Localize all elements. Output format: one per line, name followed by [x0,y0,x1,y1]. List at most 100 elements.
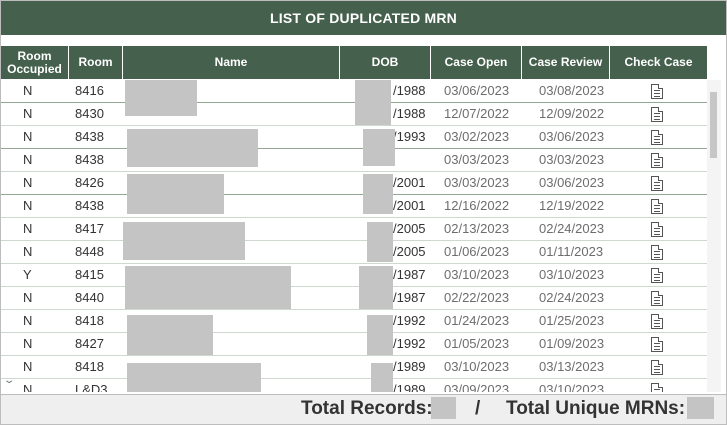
dob-cell: /1988 [393,106,426,121]
case-open-cell: 01/06/2023 [444,244,510,259]
dob-cell: /2001 [393,198,426,213]
case-open-cell: 12/16/2022 [444,198,510,213]
room-cell: 8416 [75,83,104,98]
room-occupied-cell: N [23,382,33,392]
room-occupied-cell: N [23,198,33,213]
room-cell: 8430 [75,106,104,121]
table-row[interactable]: N L&D3/1989 03/09/2023 03/10/2023 [1,379,707,392]
room-occupied-cell: N [23,359,33,374]
table-row[interactable]: N 8438/2001 12/16/2022 12/19/2022 [1,195,707,218]
dob-cell: /1987 [393,267,426,282]
dob-cell: /1988 [393,83,426,98]
table-row[interactable]: N 8440/1987 02/22/2023 02/24/2023 [1,287,707,310]
room-cell: 8415 [75,267,104,282]
name-redaction [127,174,224,214]
total-unique-mrns-label: Total Unique MRNs: [506,398,686,419]
table-row[interactable]: N 8416/1988 03/06/2023 03/08/2023 [1,80,707,103]
room-occupied-cell: N [23,106,33,121]
room-cell: L&D3 [75,382,108,392]
case-review-cell: 02/24/2023 [539,290,605,305]
totals-separator: / [475,398,481,419]
case-open-cell: 12/07/2022 [444,106,510,121]
document-icon[interactable] [651,245,665,260]
table-row[interactable]: Y 8415/1987 03/10/2023 03/10/2023 [1,264,707,287]
document-icon[interactable] [651,337,665,352]
dob-cell: /2001 [393,175,426,190]
chevron-down-icon[interactable]: ⌄ [2,375,16,386]
room-cell: 8448 [75,244,104,259]
col-case-open[interactable]: Case Open [431,46,522,79]
table-row[interactable]: N 8418/1992 01/24/2023 01/25/2023 [1,310,707,333]
table-row[interactable]: N 8427/1992 01/05/2023 01/09/2023 [1,333,707,356]
document-icon[interactable] [651,222,665,237]
dob-cell: /2005 [393,244,426,259]
case-review-cell: 02/24/2023 [539,221,605,236]
table-row[interactable]: N 8417/2005 02/13/2023 02/24/2023 [1,218,707,241]
table-body: N 8416/1988 03/06/2023 03/08/2023 N 8430/1988… [1,80,707,392]
room-occupied-cell: N [23,129,33,144]
table-row[interactable]: N 8430/1988 12/07/2022 12/09/2022 [1,103,707,126]
room-occupied-cell: Y [23,267,32,282]
case-open-cell: 02/13/2023 [444,221,510,236]
col-name[interactable]: Name [123,46,340,79]
room-cell: 8440 [75,290,104,305]
table-header: Room Occupied Room Name DOB Case Open Ca… [1,46,707,79]
table-row[interactable]: N 8448/2005 01/06/2023 01/11/2023 [1,241,707,264]
table-row[interactable]: N 8426/2001 03/03/2023 03/06/2023 [1,172,707,195]
room-cell: 8418 [75,313,104,328]
col-case-review[interactable]: Case Review [522,46,610,79]
table-row[interactable]: N 8418/1989 03/10/2023 03/13/2023 [1,356,707,379]
document-icon[interactable] [651,153,665,168]
dob-cell: /1987 [393,290,426,305]
document-icon[interactable] [651,107,665,122]
col-room-occupied[interactable]: Room Occupied [1,46,69,79]
table-row[interactable]: N 8438 03/03/2023 03/03/2023 [1,149,707,172]
case-open-cell: 03/10/2023 [444,267,510,282]
room-occupied-cell: N [23,152,33,167]
case-review-cell: 03/06/2023 [539,175,605,190]
dob-cell [393,149,433,171]
col-check-case[interactable]: Check Case [624,55,693,69]
total-records-label: Total Records: [301,398,433,419]
case-open-cell: 03/10/2023 [444,359,510,374]
document-icon[interactable] [651,268,665,283]
room-occupied-cell: N [23,336,33,351]
document-icon[interactable] [651,291,665,306]
case-review-cell: 12/09/2022 [539,106,605,121]
room-occupied-cell: N [23,290,33,305]
dob-redaction [355,80,391,125]
room-occupied-cell: N [23,175,33,190]
room-cell: 8426 [75,175,104,190]
case-open-cell: 01/24/2023 [444,313,510,328]
dob-cell: /1992 [393,336,426,351]
document-icon[interactable] [651,314,665,329]
room-cell: 8417 [75,221,104,236]
col-dob[interactable]: DOB [340,46,431,79]
name-redaction [127,315,213,355]
dob-redaction [367,315,393,355]
total-unique-value-redaction [687,397,714,419]
col-room[interactable]: Room [69,46,123,79]
document-icon[interactable] [651,199,665,214]
document-icon[interactable] [651,176,665,191]
document-icon[interactable] [651,130,665,145]
scrollbar-thumb[interactable] [710,92,717,158]
case-open-cell: 03/03/2023 [444,152,510,167]
case-review-cell: 12/19/2022 [539,198,605,213]
dob-redaction [359,266,393,309]
document-icon[interactable] [651,360,665,375]
name-redaction [125,80,197,116]
case-review-cell: 03/03/2023 [539,152,605,167]
case-review-cell: 03/08/2023 [539,83,605,98]
document-icon[interactable] [651,383,665,392]
case-open-cell: 03/03/2023 [444,175,510,190]
dob-cell: /1992 [393,313,426,328]
dob-cell: /1989 [393,359,426,374]
vertical-scrollbar[interactable] [707,80,721,392]
room-occupied-cell: N [23,83,33,98]
table-row[interactable]: N 8438/1993 03/02/2023 03/06/2023 [1,126,707,149]
case-open-cell: 03/02/2023 [444,129,510,144]
case-open-cell: 03/09/2023 [444,382,510,392]
document-icon[interactable] [651,84,665,99]
